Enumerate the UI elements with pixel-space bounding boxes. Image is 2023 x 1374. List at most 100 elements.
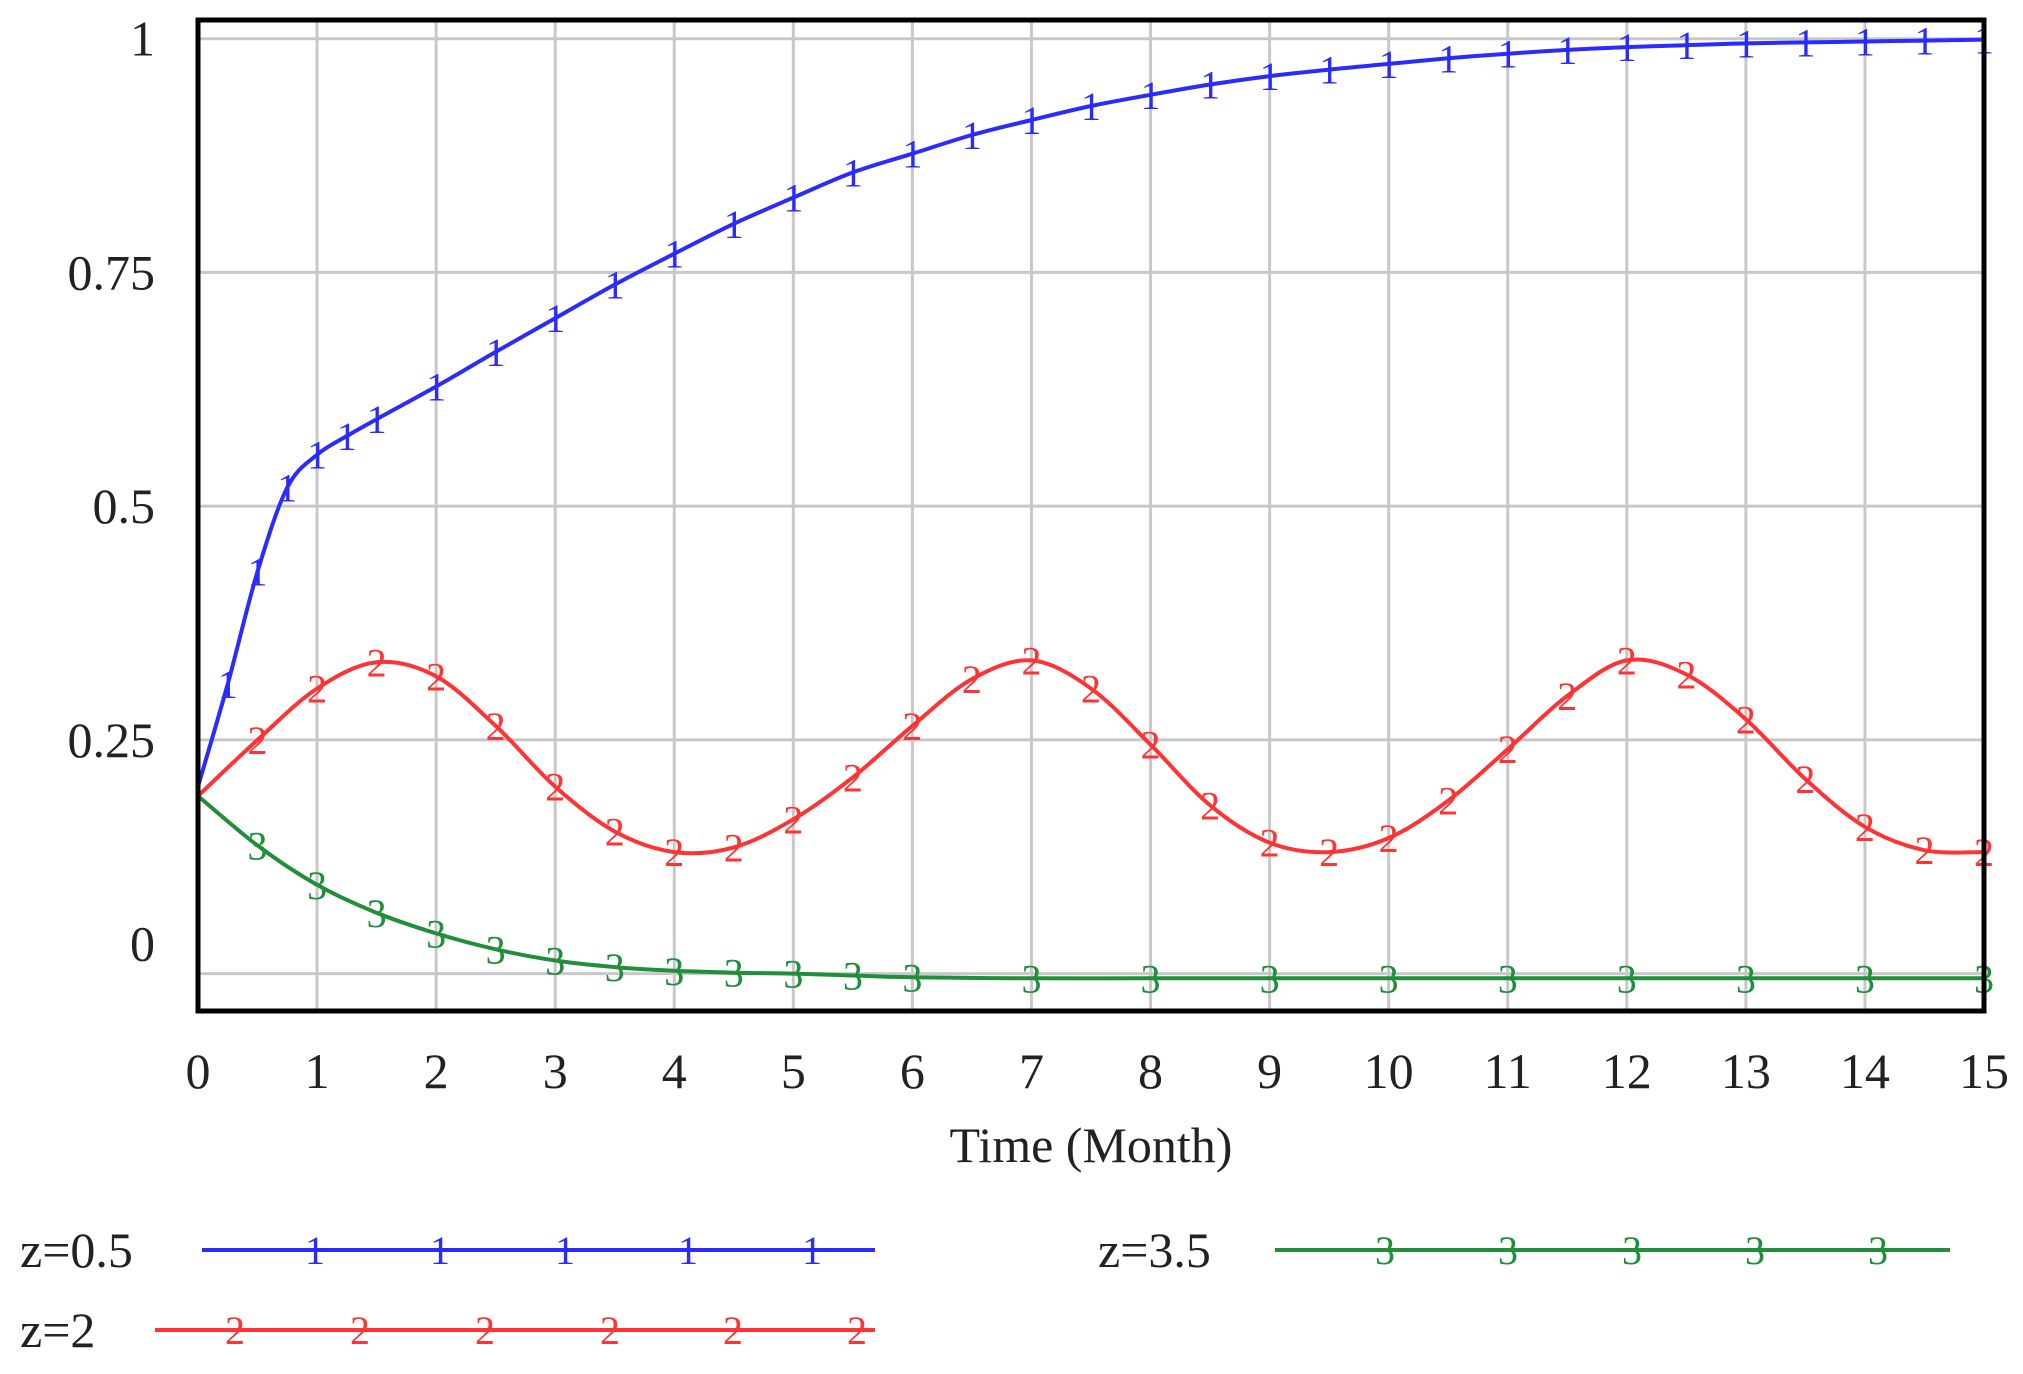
data-point-marker: 2	[1438, 779, 1458, 824]
legend-marker: 1	[430, 1228, 450, 1273]
x-tick-label: 3	[543, 1043, 568, 1099]
data-point-marker: 1	[1081, 84, 1101, 129]
legend-marker: 1	[305, 1228, 325, 1273]
data-point-marker: 3	[1379, 956, 1399, 1001]
data-point-marker: 1	[1498, 32, 1518, 77]
data-point-marker: 3	[426, 911, 446, 956]
data-point-marker: 2	[1855, 805, 1875, 850]
x-tick-label: 9	[1257, 1043, 1282, 1099]
data-point-marker: 2	[1617, 638, 1637, 683]
data-point-marker: 1	[367, 397, 387, 442]
data-point-marker: 2	[426, 654, 446, 699]
data-point-marker: 2	[367, 640, 387, 685]
data-point-marker: 1	[277, 465, 297, 510]
data-point-marker: 1	[1021, 98, 1041, 143]
data-point-marker: 1	[962, 113, 982, 158]
x-tick-label: 5	[781, 1043, 806, 1099]
data-point-marker: 3	[486, 927, 506, 972]
data-point-marker: 1	[486, 330, 506, 375]
series-3: 333 3 3 3 3 3 3 3 3 3 3 3 3 3 3 3 3 3 3	[196, 794, 1994, 1001]
data-point-marker: 3	[1855, 956, 1875, 1001]
x-tick-label: 1	[305, 1043, 330, 1099]
series-line	[196, 794, 1984, 981]
x-tick-label: 8	[1138, 1043, 1163, 1099]
data-point-marker: 1	[843, 150, 863, 195]
data-point-marker: 1	[545, 296, 565, 341]
legend-marker: 1	[802, 1228, 822, 1273]
legend-label: z=3.5	[1098, 1222, 1211, 1278]
data-point-marker: 1	[783, 176, 803, 221]
data-point-marker: 3	[605, 945, 625, 990]
data-point-marker: 1	[605, 263, 625, 308]
data-point-marker: 1	[1260, 54, 1280, 99]
data-point-marker: 3	[664, 949, 684, 994]
legend-item: z=2 2 2 2 2 2 2	[20, 1302, 875, 1358]
data-point-marker: 1	[724, 202, 744, 247]
legend-marker: 3	[1622, 1228, 1642, 1273]
legend-marker: 2	[847, 1308, 867, 1353]
data-point-marker: 2	[486, 704, 506, 749]
data-point-marker: 1	[1736, 21, 1756, 66]
data-point-marker: 2	[1557, 674, 1577, 719]
legend-marker: 3	[1868, 1228, 1888, 1273]
legend-marker: 2	[350, 1308, 370, 1353]
grid-lines	[198, 20, 1984, 1011]
x-tick-label: 10	[1364, 1043, 1414, 1099]
data-point-marker: 2	[1200, 783, 1220, 828]
x-tick-label: 2	[424, 1043, 449, 1099]
data-point-marker: 3	[1260, 956, 1280, 1001]
data-point-marker: 1	[1319, 48, 1339, 93]
data-point-marker: 2	[1319, 830, 1339, 875]
data-point-marker: 3	[843, 953, 863, 998]
data-point-marker: 2	[248, 718, 268, 763]
data-point-marker: 2	[902, 704, 922, 749]
data-point-marker: 2	[1379, 816, 1399, 861]
data-point-marker: 1	[307, 433, 327, 478]
data-point-marker: 1	[1557, 28, 1577, 73]
data-point-marker: 1	[1141, 73, 1161, 118]
legend-marker: 1	[678, 1228, 698, 1273]
data-point-marker: 1	[1200, 63, 1220, 108]
data-point-marker: 1	[337, 414, 357, 459]
legend-item: z=3.5 3 3 3 3 3	[1098, 1222, 1950, 1278]
x-tick-label: 7	[1019, 1043, 1044, 1099]
y-tick-label: 0.75	[68, 244, 156, 300]
data-point-marker: 1	[1617, 25, 1637, 70]
legend-label: z=2	[20, 1302, 95, 1358]
data-point-marker: 2	[1081, 666, 1101, 711]
data-point-marker: 3	[1736, 956, 1756, 1001]
x-tick-label: 4	[662, 1043, 687, 1099]
data-point-marker: 1	[1855, 20, 1875, 65]
data-point-marker: 2	[307, 666, 327, 711]
data-point-marker: 2	[1021, 638, 1041, 683]
legend-item: z=0.5 1 1 1 1 1	[20, 1222, 875, 1278]
data-point-marker: 2	[1736, 697, 1756, 742]
x-tick-label: 0	[186, 1043, 211, 1099]
data-point-marker: 1	[1676, 23, 1696, 68]
legend-marker: 2	[475, 1308, 495, 1353]
data-point-marker: 1	[664, 232, 684, 277]
y-tick-labels: 0 0.25 0.5 0.75 1	[68, 11, 156, 972]
data-point-marker: 2	[1795, 757, 1815, 802]
data-point-marker: 3	[783, 952, 803, 997]
data-point-marker: 2	[1260, 821, 1280, 866]
x-tick-label: 6	[900, 1043, 925, 1099]
legend-marker: 1	[555, 1228, 575, 1273]
data-point-marker: 2	[783, 797, 803, 842]
data-point-marker: 2	[1914, 828, 1934, 873]
x-axis-title: Time (Month)	[950, 1117, 1233, 1173]
x-tick-label: 15	[1959, 1043, 2009, 1099]
data-point-marker: 2	[664, 830, 684, 875]
data-point-marker: 1	[1379, 42, 1399, 87]
y-tick-label: 0	[130, 916, 155, 972]
data-point-marker: 3	[1617, 956, 1637, 1001]
x-tick-label: 13	[1721, 1043, 1771, 1099]
data-point-marker: 2	[962, 657, 982, 702]
data-point-marker: 2	[1676, 652, 1696, 697]
legend-marker: 2	[723, 1308, 743, 1353]
data-point-marker: 3	[367, 891, 387, 936]
